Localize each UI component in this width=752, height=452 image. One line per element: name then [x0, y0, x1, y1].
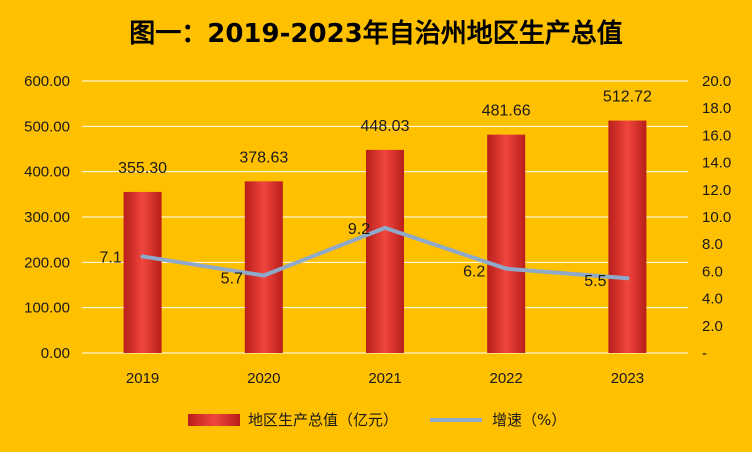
y-right-tick-label: 18.0 [702, 100, 731, 117]
left-axis-ticks: 0.00 100.00 200.00 300.00 400.00 500.00 600.00 [24, 73, 70, 362]
bar-data-label: 512.72 [603, 89, 652, 106]
line-point [261, 273, 266, 278]
bar-data-label: 378.63 [239, 149, 288, 166]
y-left-tick-label: 500.00 [24, 118, 70, 135]
y-right-tick-label: 16.0 [702, 127, 731, 144]
bar [608, 120, 647, 354]
x-tick-label: 2020 [247, 370, 280, 387]
bar-data-label: 481.66 [482, 103, 531, 120]
bar [244, 181, 283, 353]
right-axis-ticks: - 2.0 4.0 6.0 8.0 10.0 12.0 14.0 16.0 18.0 20.0 [702, 73, 731, 362]
line-data-label: 9.2 [348, 221, 370, 238]
line-data-label: 5.7 [221, 270, 243, 287]
line-data-label: 5.5 [584, 273, 606, 290]
chart-title: 图一：2019-2023年自治州地区生产总值 [129, 18, 623, 49]
bar [123, 191, 162, 353]
y-left-tick-label: 0.00 [41, 345, 70, 362]
legend-bar-label: 地区生产总值（亿元） [248, 411, 398, 429]
bar-data-label: 448.03 [361, 118, 410, 135]
y-right-tick-label: 20.0 [702, 73, 731, 90]
line-point [504, 266, 509, 271]
y-right-tick-label: 6.0 [702, 263, 723, 280]
data-labels: 355.30 378.63 448.03 481.66 512.72 7.1 5.7 9.2 6… [99, 89, 651, 291]
y-left-tick-label: 200.00 [24, 254, 70, 271]
y-left-tick-label: 100.00 [24, 300, 70, 317]
y-right-tick-label: 14.0 [702, 155, 731, 172]
y-right-tick-label: 12.0 [702, 182, 731, 199]
y-right-tick-label: 8.0 [702, 236, 723, 253]
line-data-label: 6.2 [463, 264, 485, 281]
x-tick-label: 2019 [126, 370, 159, 387]
y-right-tick-label: - [702, 345, 707, 362]
legend-line-label: 增速（%） [492, 411, 566, 429]
legend-bar-swatch [188, 414, 240, 426]
x-tick-label: 2021 [368, 370, 401, 387]
y-left-tick-label: 400.00 [24, 164, 70, 181]
line-point [383, 225, 387, 230]
y-left-tick-label: 600.00 [24, 73, 70, 90]
bar [487, 134, 526, 353]
line-series [140, 225, 630, 281]
y-right-tick-label: 2.0 [702, 318, 723, 335]
y-right-tick-label: 4.0 [702, 291, 723, 308]
legend: 地区生产总值（亿元） 增速（%） [188, 411, 566, 429]
line-point [140, 254, 145, 259]
y-left-tick-label: 300.00 [24, 209, 70, 226]
bar [366, 149, 404, 353]
bar-data-label: 355.30 [118, 160, 167, 177]
bar-series [123, 120, 647, 354]
line-point [625, 276, 630, 281]
y-right-tick-label: 10.0 [702, 209, 731, 226]
line-data-label: 7.1 [99, 249, 121, 266]
x-tick-label: 2022 [490, 370, 523, 387]
x-axis-ticks: 2019 2020 2021 2022 2023 [126, 370, 644, 387]
x-tick-label: 2023 [611, 370, 644, 387]
